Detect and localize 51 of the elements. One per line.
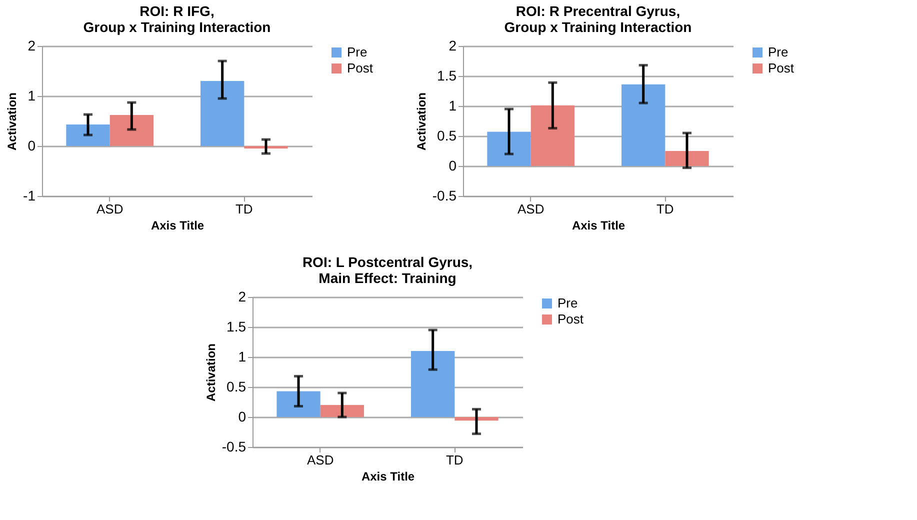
y-tick-label: 1: [238, 348, 246, 364]
legend-label: Pre: [558, 296, 578, 310]
bar: [66, 124, 110, 146]
bar: [530, 105, 574, 166]
y-tick-label: 1: [28, 88, 36, 104]
y-tick-label: 0: [448, 158, 457, 174]
bar: [320, 405, 364, 417]
y-axis-title: Activation: [204, 343, 218, 402]
text: ROI: L Postcentral Gyrus,: [302, 254, 473, 270]
text: ROI: R Precentral Gyrus,: [516, 3, 680, 19]
x-axis-title: Axis Title: [361, 470, 415, 484]
bar: [411, 351, 455, 417]
y-tick-label: 2: [28, 38, 36, 54]
x-tick-label: TD: [656, 202, 674, 216]
y-tick-label: 0: [238, 408, 246, 424]
legend-label: Post: [558, 312, 584, 326]
y-tick-label: 1: [448, 98, 457, 114]
x-tick-label: ASD: [517, 202, 544, 216]
text: Group x Training Interaction: [504, 19, 692, 35]
y-axis-title: Activation: [414, 92, 428, 151]
bar: [454, 417, 498, 421]
bar: [110, 115, 154, 146]
x-axis-title: Axis Title: [572, 218, 626, 232]
legend-label: Post: [347, 60, 374, 76]
bar: [622, 84, 666, 166]
x-tick-label: ASD: [96, 202, 124, 216]
y-tick-label: -1: [23, 188, 36, 204]
y-tick-label: 2: [448, 38, 457, 54]
y-tick-label: 0.5: [226, 378, 246, 394]
text: Main Effect: Training: [318, 270, 456, 286]
y-tick-label: 1.5: [437, 68, 457, 84]
text: Group x Training Interaction: [83, 19, 271, 35]
x-axis-title: Axis Title: [150, 218, 204, 232]
x-tick-label: TD: [446, 452, 464, 468]
bar: [487, 132, 531, 166]
x-tick-label: TD: [235, 202, 253, 216]
y-axis-title: Activation: [5, 92, 20, 151]
x-tick-label: ASD: [306, 452, 334, 468]
bar: [200, 81, 244, 146]
y-tick-label: -0.5: [432, 188, 457, 204]
legend-label: Post: [768, 60, 794, 76]
legend-label: Pre: [768, 44, 788, 60]
text: ROI: R IFG,: [140, 3, 214, 19]
legend-label: Pre: [347, 44, 368, 60]
y-tick-label: 0: [28, 138, 36, 154]
bar: [665, 151, 709, 166]
y-tick-label: 1.5: [226, 318, 246, 334]
y-tick-label: 2: [238, 288, 246, 304]
y-tick-label: 0.5: [437, 128, 457, 144]
bar: [276, 391, 320, 417]
y-tick-label: -0.5: [222, 438, 246, 454]
